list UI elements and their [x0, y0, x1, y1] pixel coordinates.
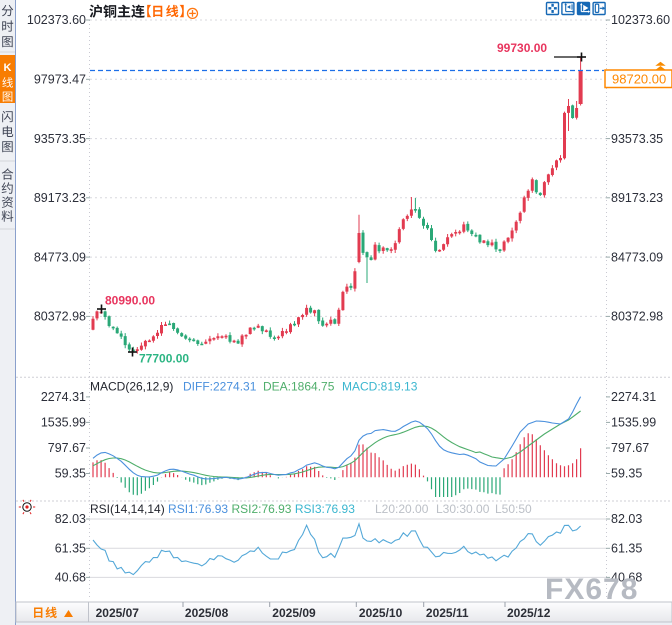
svg-text:2025/08: 2025/08: [185, 606, 229, 620]
svg-text:59.35: 59.35: [611, 467, 642, 481]
svg-text:2025/10: 2025/10: [359, 606, 403, 620]
svg-text:77700.00: 77700.00: [139, 352, 189, 366]
svg-text:80372.98: 80372.98: [34, 310, 86, 324]
svg-text:K: K: [4, 62, 12, 74]
svg-text:102373.60: 102373.60: [27, 13, 86, 27]
svg-text:2025/12: 2025/12: [507, 606, 551, 620]
svg-text:2025/11: 2025/11: [426, 606, 469, 620]
svg-text:1535.99: 1535.99: [41, 416, 86, 430]
svg-text:40.68: 40.68: [55, 571, 86, 585]
svg-text:61.35: 61.35: [611, 542, 642, 556]
svg-text:82.03: 82.03: [55, 512, 86, 526]
svg-text:797.67: 797.67: [48, 441, 86, 455]
svg-text:2274.31: 2274.31: [41, 390, 86, 404]
svg-text:97973.47: 97973.47: [34, 73, 86, 87]
svg-text:RSI(14,14,14) RSI1:76.93 RSI2:: RSI(14,14,14) RSI1:76.93 RSI2:76.93 RSI3…: [90, 502, 355, 516]
svg-text:2025/09: 2025/09: [272, 606, 316, 620]
svg-text:80372.98: 80372.98: [611, 310, 663, 324]
svg-text:FX678: FX678: [545, 573, 638, 606]
svg-text:84773.09: 84773.09: [34, 250, 86, 264]
svg-text:2274.31: 2274.31: [611, 390, 656, 404]
svg-text:99730.00: 99730.00: [497, 41, 547, 55]
svg-text:89173.23: 89173.23: [611, 191, 663, 205]
svg-text:89173.23: 89173.23: [34, 191, 86, 205]
svg-text:93573.35: 93573.35: [611, 132, 663, 146]
svg-text:82.03: 82.03: [611, 512, 642, 526]
svg-text:102373.60: 102373.60: [611, 13, 670, 27]
svg-text:80990.00: 80990.00: [105, 294, 155, 308]
svg-text:61.35: 61.35: [55, 542, 86, 556]
svg-text:1535.99: 1535.99: [611, 416, 656, 430]
svg-text:797.67: 797.67: [611, 441, 649, 455]
svg-text:59.35: 59.35: [55, 467, 86, 481]
svg-text:98720.00: 98720.00: [612, 72, 666, 87]
svg-text:84773.09: 84773.09: [611, 250, 663, 264]
svg-text:40.68: 40.68: [611, 571, 642, 585]
svg-text:2025/07: 2025/07: [96, 606, 140, 620]
svg-text:93573.35: 93573.35: [34, 132, 86, 146]
